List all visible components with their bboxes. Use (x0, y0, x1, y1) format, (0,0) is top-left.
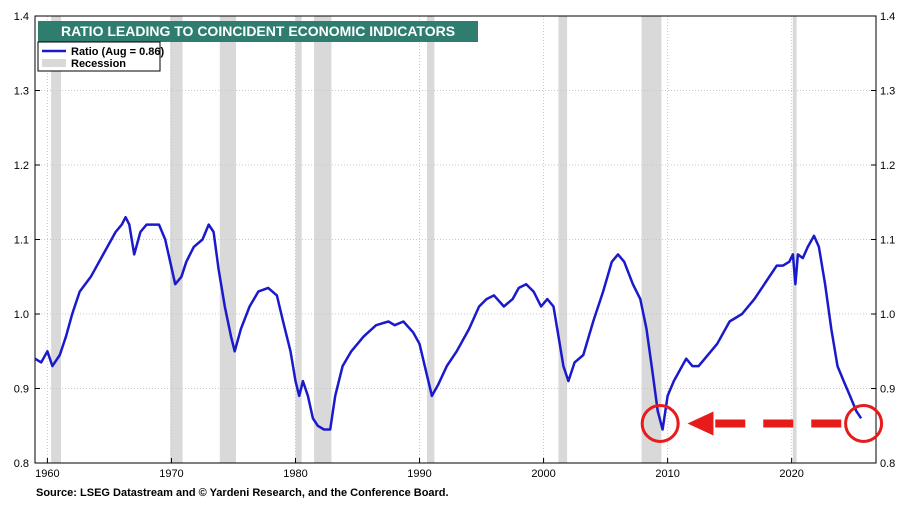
legend-label-ratio: Ratio (Aug = 0.86) (71, 46, 165, 58)
annotation-arrow-head (687, 411, 714, 436)
gridlines (35, 16, 876, 463)
recession-band (295, 16, 302, 463)
recession-band (426, 16, 435, 463)
annotations (640, 404, 884, 444)
tick-label-x: 2000 (531, 468, 555, 480)
annotation-circle (844, 404, 884, 444)
legend-label-recession: Recession (71, 58, 126, 70)
tick-label-y-right: 0.9 (880, 384, 895, 396)
axis-ticks: 0.8 0.8 0.9 0.9 1.0 1.0 1.1 1.1 1.2 1.2 1.3 1.3 1.4 1… (14, 11, 896, 480)
series-line-ratio (34, 215, 863, 431)
source-note: Source: LSEG Datastream and © Yardeni Re… (36, 487, 449, 499)
tick-label-x: 1980 (283, 468, 307, 480)
annotation-circle (640, 404, 680, 444)
tick-label-y-left: 1.4 (14, 11, 29, 23)
tick-label-y-right: 1.3 (880, 86, 895, 98)
tick-label-y-left: 1.2 (14, 160, 29, 172)
tick-label-y-right: 1.1 (880, 235, 895, 247)
tick-label-x: 1960 (35, 468, 59, 480)
tick-label-y-right: 1.4 (880, 11, 895, 23)
tick-label-y-left: 1.3 (14, 86, 29, 98)
tick-label-y-right: 1.2 (880, 160, 895, 172)
recession-band (641, 16, 662, 463)
tick-label-x: 1970 (159, 468, 183, 480)
tick-label-x: 2020 (779, 468, 803, 480)
tick-label-y-right: 0.8 (880, 458, 895, 470)
tick-label-y-left: 0.8 (14, 458, 29, 470)
tick-label-y-right: 1.0 (880, 309, 895, 321)
legend-swatch-recession (42, 59, 66, 67)
tick-label-x: 2010 (655, 468, 679, 480)
tick-label-y-left: 1.0 (14, 309, 29, 321)
legend: Ratio (Aug = 0.86) Recession (37, 41, 165, 72)
recession-bands (51, 16, 797, 463)
title-box: RATIO LEADING TO COINCIDENT ECONOMIC IND… (38, 21, 478, 42)
tick-label-y-left: 1.1 (14, 235, 29, 247)
title-background (38, 21, 478, 42)
recession-band (314, 16, 332, 463)
recession-band (558, 16, 568, 463)
chart-title: RATIO LEADING TO COINCIDENT ECONOMIC IND… (61, 23, 455, 39)
tick-label-x: 1990 (407, 468, 431, 480)
tick-label-y-left: 0.9 (14, 384, 29, 396)
